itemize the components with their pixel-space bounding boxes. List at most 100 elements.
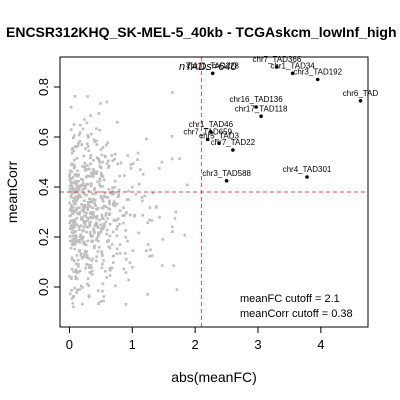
background-point	[108, 191, 112, 195]
background-point	[122, 267, 126, 271]
background-point	[102, 299, 105, 303]
background-point	[108, 274, 112, 277]
background-point	[90, 259, 93, 262]
background-point	[105, 143, 108, 147]
background-point	[97, 234, 100, 238]
background-point	[111, 186, 114, 190]
background-point	[79, 252, 83, 255]
background-point	[76, 184, 79, 188]
background-point	[86, 225, 90, 229]
background-point	[116, 225, 119, 228]
background-point	[95, 143, 99, 146]
background-point	[82, 229, 85, 232]
ntads-label: nTADs=640	[179, 61, 237, 73]
background-point	[78, 184, 82, 187]
background-point	[84, 183, 88, 186]
background-point	[93, 140, 97, 143]
background-point	[69, 194, 73, 198]
background-point	[77, 173, 81, 176]
background-point	[76, 144, 80, 148]
background-point	[74, 262, 78, 266]
background-point	[117, 193, 121, 196]
background-point	[78, 186, 81, 190]
background-point	[73, 191, 76, 195]
background-point	[112, 254, 115, 258]
background-point	[104, 205, 108, 209]
background-point	[83, 169, 87, 172]
background-point	[112, 200, 116, 203]
background-point	[97, 112, 101, 115]
highlighted-point	[231, 148, 235, 152]
point-label: chr17_TAD118	[235, 104, 288, 113]
x-axis: 0 1 2 3 4	[66, 326, 324, 352]
background-point	[72, 305, 75, 309]
background-point	[68, 201, 71, 204]
background-point	[102, 225, 105, 229]
background-point	[73, 134, 76, 137]
background-point	[105, 196, 109, 199]
background-point	[81, 184, 85, 187]
background-point	[70, 231, 73, 234]
background-point	[127, 189, 130, 193]
background-point	[99, 102, 102, 105]
background-point	[73, 230, 77, 234]
background-point	[87, 189, 90, 193]
background-point	[133, 213, 137, 217]
background-point	[87, 174, 91, 178]
background-point	[140, 196, 144, 199]
background-point	[95, 255, 98, 258]
background-point	[90, 132, 93, 136]
background-point	[123, 174, 126, 177]
background-point	[124, 258, 128, 261]
background-point	[78, 269, 82, 273]
background-point	[87, 167, 90, 171]
highlighted-point	[315, 77, 320, 82]
background-point	[102, 222, 106, 226]
background-point	[89, 114, 92, 117]
background-point	[86, 164, 89, 167]
background-point	[75, 187, 78, 191]
background-point	[86, 239, 90, 243]
background-point	[104, 220, 108, 224]
background-point	[75, 291, 78, 294]
background-point	[88, 222, 91, 225]
background-point	[145, 249, 148, 252]
background-point	[95, 224, 98, 228]
background-point	[78, 210, 82, 214]
background-point	[89, 174, 93, 178]
background-point	[76, 271, 79, 275]
background-point	[99, 300, 103, 303]
x-tick-label: 2	[192, 337, 199, 352]
background-point	[68, 177, 72, 180]
background-point	[83, 215, 86, 218]
background-point	[79, 224, 83, 227]
highlighted-point	[275, 65, 279, 69]
highlighted-point	[210, 71, 215, 76]
background-point	[71, 228, 74, 231]
background-point	[102, 204, 106, 208]
background-point	[99, 190, 102, 194]
background-point	[101, 254, 104, 257]
background-point	[98, 218, 101, 222]
background-point	[91, 213, 95, 217]
background-point	[69, 219, 72, 223]
background-point	[71, 234, 75, 238]
background-point	[80, 203, 83, 206]
background-points	[68, 91, 189, 309]
background-point	[86, 203, 90, 206]
background-point	[107, 164, 111, 168]
background-point	[77, 270, 80, 273]
background-point	[104, 269, 107, 273]
background-point	[183, 233, 186, 237]
background-point	[76, 194, 79, 198]
background-point	[81, 188, 85, 191]
background-point	[80, 238, 84, 241]
background-point	[121, 214, 124, 217]
background-point	[100, 230, 103, 233]
background-point	[124, 271, 128, 274]
background-point	[73, 218, 77, 222]
background-point	[97, 157, 101, 161]
background-point	[80, 143, 83, 146]
y-axis: 0.0 0.2 0.4 0.6 0.8	[36, 78, 61, 296]
background-point	[124, 229, 127, 232]
